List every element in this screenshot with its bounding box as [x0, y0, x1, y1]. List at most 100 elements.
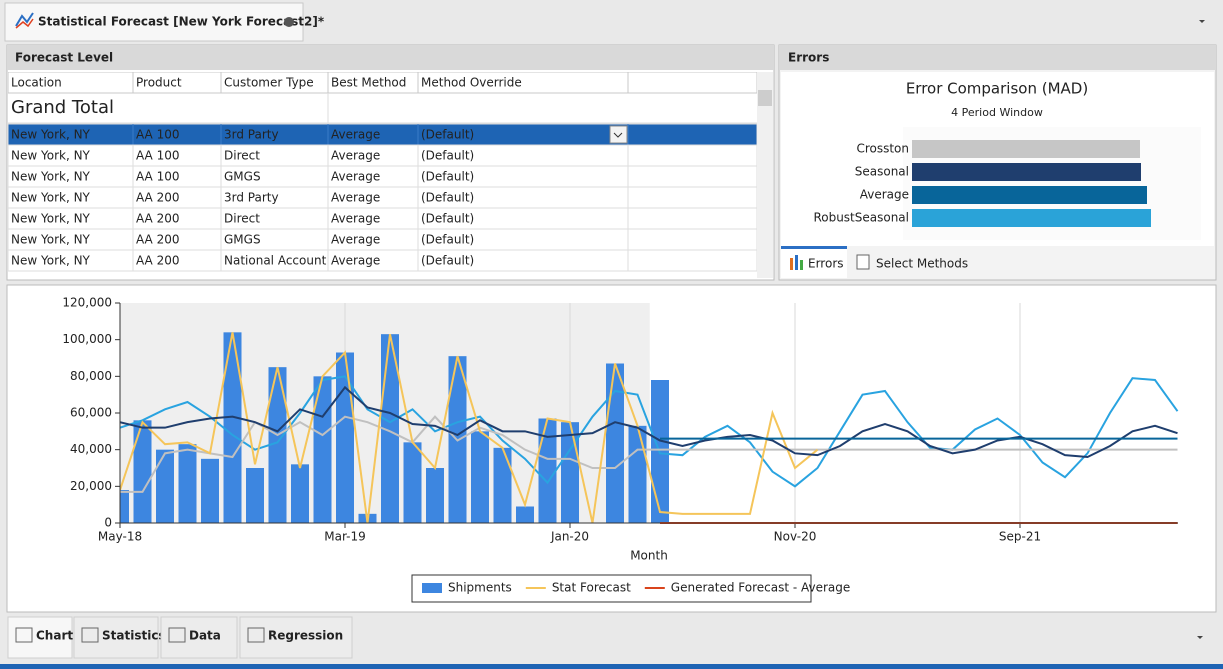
category-label: RobustSeasonal — [813, 211, 909, 225]
cell: Direct — [224, 212, 260, 226]
table-row[interactable] — [8, 144, 757, 167]
close-button[interactable] — [284, 17, 294, 27]
tab-icon — [15, 12, 34, 27]
cell: Average — [331, 233, 380, 247]
x-tick-label: Nov-20 — [774, 530, 817, 544]
legend-label: Stat Forecast — [552, 581, 631, 595]
dropdown[interactable] — [1199, 20, 1205, 23]
x-tick-label: Jan-20 — [550, 530, 589, 544]
cell: 3rd Party — [224, 191, 279, 205]
cell: AA 100 — [136, 170, 179, 184]
legend-swatch — [422, 583, 442, 593]
category-label: Crosston — [856, 142, 909, 156]
line — [120, 375, 1179, 488]
cell: New York, NY — [11, 191, 91, 205]
bar — [912, 163, 1141, 181]
cell: (Default) — [421, 233, 474, 247]
cell: New York, NY — [11, 128, 91, 142]
x-tick-label: May-18 — [98, 530, 142, 544]
tab-label[interactable]: Errors — [808, 257, 844, 271]
tab-icon — [790, 258, 793, 270]
cell: (Default) — [421, 128, 474, 142]
x-tick-label: Sep-21 — [999, 530, 1041, 544]
column-header: Product — [136, 76, 182, 90]
bar — [493, 447, 512, 523]
bar — [538, 418, 557, 523]
status-bar — [0, 664, 1223, 669]
column-header: Customer Type — [224, 76, 314, 90]
cell: (Default) — [421, 254, 474, 268]
doc-tab[interactable] — [4, 2, 304, 42]
tab-icon — [795, 255, 798, 270]
bar — [471, 431, 489, 523]
tab-icon — [15, 627, 33, 643]
panel-title: Errors — [788, 51, 829, 65]
legend-label: Generated Forecast - Average — [671, 581, 851, 595]
tab-label[interactable]: Select Methods — [876, 257, 968, 271]
bar — [246, 468, 264, 523]
cell: AA 200 — [136, 254, 179, 268]
bar — [178, 444, 197, 523]
tab-icon — [168, 627, 186, 643]
table-row[interactable] — [8, 165, 757, 188]
bar — [268, 367, 287, 523]
tab-label[interactable]: Statistics — [102, 629, 166, 643]
legend-label: Shipments — [448, 581, 512, 595]
table-row[interactable] — [8, 186, 757, 209]
table-row[interactable] — [8, 123, 757, 146]
tab-icon — [247, 627, 265, 643]
bar — [223, 332, 242, 523]
cell: New York, NY — [11, 170, 91, 184]
cell: AA 100 — [136, 128, 179, 142]
cell: AA 200 — [136, 233, 179, 247]
tab-label[interactable]: Regression — [268, 629, 343, 643]
bar — [403, 442, 422, 523]
table-row[interactable] — [8, 249, 757, 272]
panel-header — [779, 45, 1216, 70]
cell: AA 200 — [136, 191, 179, 205]
cell: New York, NY — [11, 149, 91, 163]
panel-title: Forecast Level — [15, 51, 113, 65]
cell: Direct — [224, 149, 260, 163]
bar — [912, 186, 1147, 204]
view-tab[interactable] — [73, 616, 159, 659]
cell: New York, NY — [11, 212, 91, 226]
tab-icon — [15, 18, 34, 29]
dropdown-arrow — [613, 132, 623, 138]
view-tab[interactable] — [7, 616, 73, 659]
column-header: Location — [11, 76, 62, 90]
grand-total: Grand Total — [11, 97, 114, 118]
bar — [381, 334, 399, 523]
tab-label[interactable]: Chart — [36, 629, 73, 643]
cell: AA 100 — [136, 149, 179, 163]
line — [120, 415, 1178, 493]
tab-title: Statistical Forecast [New York Forecast2… — [38, 15, 325, 29]
table-row[interactable] — [8, 228, 757, 251]
view-tab[interactable] — [239, 616, 353, 659]
bar — [133, 420, 152, 523]
cell: Average — [331, 254, 380, 268]
y-tick-label: 60,000 — [70, 406, 112, 420]
table-row[interactable] — [8, 207, 757, 230]
y-tick-label: 120,000 — [62, 296, 112, 310]
scroll-thumb[interactable] — [758, 90, 772, 106]
bar — [156, 449, 174, 523]
cell: Average — [331, 170, 380, 184]
chart-title: Error Comparison (MAD) — [906, 80, 1088, 98]
tab-label[interactable]: Data — [189, 629, 221, 643]
tab-indicator — [781, 246, 847, 249]
bar — [561, 422, 579, 523]
cell: New York, NY — [11, 233, 91, 247]
bar — [291, 464, 309, 523]
scrollbar[interactable] — [757, 72, 773, 278]
cell-dropdown[interactable] — [609, 125, 628, 144]
y-tick-label: 40,000 — [70, 442, 112, 456]
bar — [313, 376, 332, 523]
x-axis-title: Month — [630, 549, 668, 563]
view-tab[interactable] — [160, 616, 238, 659]
cell: Average — [331, 212, 380, 226]
dropdown[interactable] — [1197, 636, 1203, 639]
bar — [201, 458, 219, 523]
bar — [628, 425, 647, 523]
